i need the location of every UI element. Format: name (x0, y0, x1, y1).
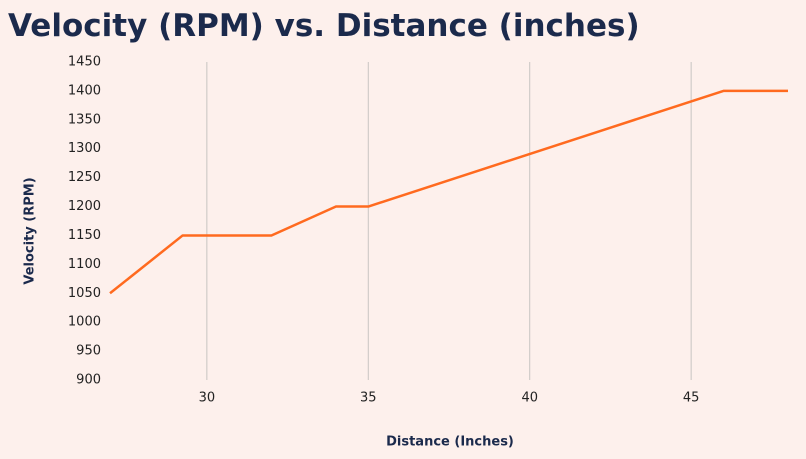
x-tick-label: 30 (199, 391, 216, 406)
data-line (109, 89, 788, 295)
y-tick-label: 1050 (68, 286, 101, 301)
x-tick-label: 40 (521, 391, 538, 406)
x-tick-label: 35 (360, 391, 377, 406)
y-tick-label: 1450 (68, 55, 101, 70)
x-tick-label: 45 (683, 391, 700, 406)
y-tick-label: 1100 (68, 257, 101, 272)
y-axis-label: Velocity (RPM) (23, 177, 38, 284)
y-tick-label: 1400 (68, 83, 101, 98)
y-tick-label: 1350 (68, 112, 101, 127)
y-tick-label: 1000 (68, 315, 101, 330)
y-tick-label: 950 (76, 344, 101, 359)
chart-title: Velocity (RPM) vs. Distance (inches) (8, 8, 640, 44)
y-tick-label: 900 (76, 373, 101, 388)
y-tick-label: 1150 (68, 228, 101, 243)
x-axis-label: Distance (Inches) (386, 435, 514, 450)
y-tick-label: 1200 (68, 199, 101, 214)
y-tick-label: 1300 (68, 141, 101, 156)
y-tick-label: 1250 (68, 170, 101, 185)
